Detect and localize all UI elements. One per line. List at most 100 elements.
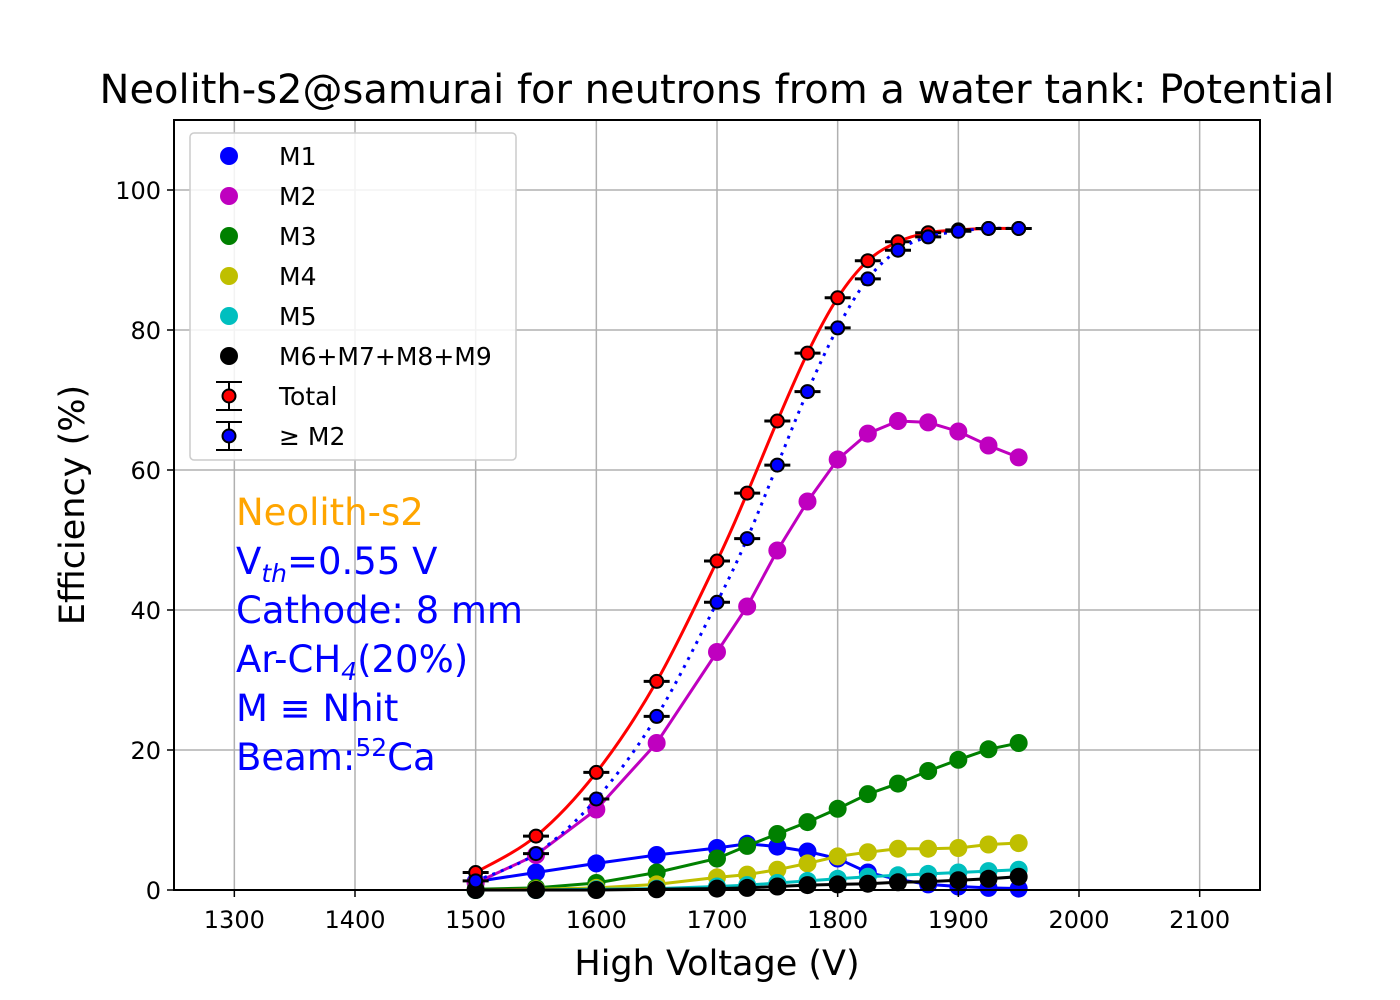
legend-item: M1 bbox=[220, 142, 316, 171]
data-point bbox=[708, 849, 726, 868]
data-point bbox=[949, 750, 968, 769]
annotation-text: Cathode: 8 mm bbox=[236, 589, 523, 632]
x-tick-label: 1300 bbox=[204, 906, 265, 934]
data-point bbox=[527, 863, 545, 882]
data-point bbox=[979, 740, 998, 759]
legend: M1 M2 M3 M4 M5 M6+M7+M8+M9 Total ≥ M2 bbox=[189, 132, 517, 461]
legend-label: Total bbox=[278, 382, 337, 411]
series-line bbox=[474, 226, 1019, 874]
legend-item: Total bbox=[216, 381, 337, 411]
data-point bbox=[860, 271, 876, 287]
data-point bbox=[528, 828, 544, 844]
legend-marker bbox=[220, 187, 238, 205]
series-m2 bbox=[462, 221, 1032, 889]
data-point bbox=[708, 643, 726, 661]
data-point bbox=[830, 320, 846, 336]
data-point bbox=[919, 839, 938, 858]
legend-label: M3 bbox=[279, 222, 316, 251]
series-line bbox=[475, 226, 1019, 883]
x-tick-label: 1600 bbox=[566, 906, 627, 934]
data-point bbox=[979, 835, 998, 854]
legend-item: M6+M7+M8+M9 bbox=[220, 342, 492, 371]
data-point bbox=[800, 384, 815, 400]
annotation-line: M ≡ Nhit bbox=[236, 687, 398, 730]
y-axis-label: Efficiency (%) bbox=[53, 385, 93, 625]
data-point bbox=[1009, 834, 1028, 853]
data-point bbox=[858, 424, 877, 443]
annotation-subscript: th bbox=[261, 559, 287, 588]
annotation-superscript: 52 bbox=[355, 733, 387, 762]
x-tick-label: 1900 bbox=[928, 906, 989, 934]
annotation-text: Ar-CH bbox=[236, 638, 341, 681]
legend-label: ≥ M2 bbox=[279, 422, 345, 451]
data-point bbox=[738, 597, 757, 616]
data-point bbox=[889, 873, 907, 892]
data-point bbox=[919, 762, 938, 780]
data-point bbox=[889, 774, 907, 793]
data-point bbox=[649, 673, 665, 689]
y-tick-label: 80 bbox=[130, 317, 161, 345]
data-point bbox=[828, 847, 847, 866]
data-point bbox=[860, 253, 876, 269]
annotation-text: Beam: bbox=[236, 736, 355, 779]
data-point bbox=[588, 791, 604, 807]
data-point bbox=[858, 785, 877, 804]
data-point bbox=[890, 242, 906, 258]
legend-item: M3 bbox=[220, 222, 316, 251]
legend-item: ≥ M2 bbox=[216, 421, 345, 451]
data-point bbox=[800, 345, 815, 361]
data-point bbox=[798, 854, 817, 873]
data-point bbox=[1009, 734, 1028, 752]
legend-label: M1 bbox=[279, 142, 316, 171]
data-point bbox=[769, 413, 785, 429]
data-point bbox=[647, 734, 666, 752]
data-point bbox=[828, 799, 847, 818]
annotation-text-rest: (20%) bbox=[357, 638, 468, 681]
legend-marker bbox=[220, 307, 238, 325]
annotation-subscript: 4 bbox=[341, 657, 357, 686]
x-axis-label: High Voltage (V) bbox=[574, 944, 859, 984]
data-point bbox=[768, 541, 787, 560]
data-point bbox=[798, 813, 817, 832]
annotation-text: V bbox=[236, 540, 261, 583]
data-point bbox=[949, 422, 968, 441]
legend-marker bbox=[221, 428, 237, 444]
data-point bbox=[588, 764, 604, 780]
axis-ticks: 1300 1400 1500 1600 1700 1800 1900 2000 2100 0 20 4… bbox=[115, 177, 1230, 934]
legend-marker bbox=[220, 347, 238, 365]
annotation-line: Neolith-s2 bbox=[236, 491, 424, 534]
annotation-line: Cathode: 8 mm bbox=[236, 589, 523, 632]
x-tick-label: 1700 bbox=[686, 906, 747, 934]
data-point bbox=[708, 879, 726, 898]
y-tick-label: 0 bbox=[146, 877, 161, 905]
annotation-line: Beam:52Ca bbox=[236, 733, 436, 779]
data-point bbox=[830, 290, 846, 306]
data-point bbox=[919, 413, 938, 432]
data-point bbox=[1009, 867, 1028, 886]
x-tick-label: 1500 bbox=[445, 906, 506, 934]
data-point bbox=[889, 412, 907, 430]
data-point bbox=[768, 825, 787, 843]
data-point bbox=[739, 531, 755, 547]
data-point bbox=[587, 854, 606, 873]
data-point bbox=[647, 846, 666, 864]
x-tick-label: 1400 bbox=[324, 906, 385, 934]
y-tick-label: 60 bbox=[130, 457, 161, 485]
data-point bbox=[920, 229, 936, 245]
data-point bbox=[828, 875, 847, 894]
data-point bbox=[768, 877, 787, 896]
data-point bbox=[858, 843, 877, 862]
legend-marker bbox=[220, 227, 238, 245]
data-point bbox=[468, 873, 484, 889]
data-point bbox=[649, 708, 665, 724]
data-point bbox=[709, 594, 725, 610]
data-point bbox=[889, 839, 907, 858]
data-point bbox=[739, 485, 755, 501]
annotation-text: Neolith-s2 bbox=[236, 491, 424, 534]
data-point bbox=[979, 436, 998, 455]
data-point bbox=[738, 878, 757, 897]
legend-frame bbox=[189, 132, 517, 461]
data-point bbox=[858, 874, 877, 893]
